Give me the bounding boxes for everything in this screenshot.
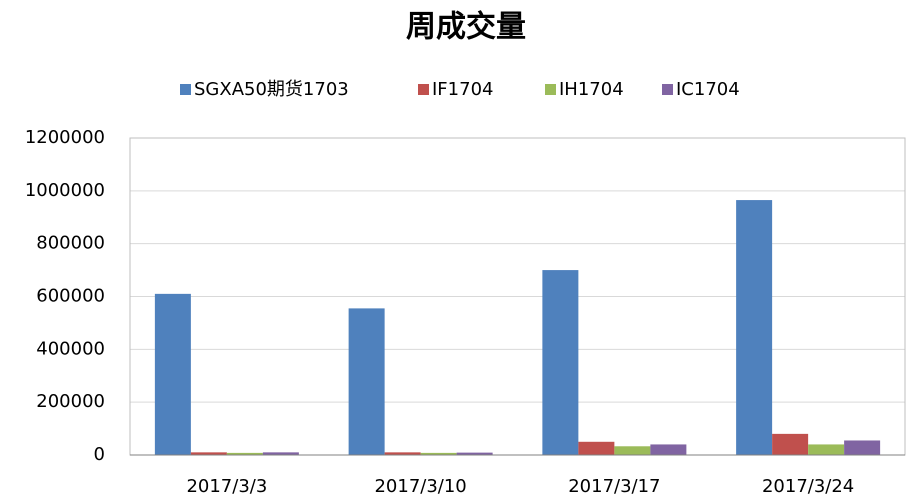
bar: [844, 440, 881, 455]
bar: [420, 452, 457, 455]
bar: [578, 441, 615, 455]
bar: [736, 200, 773, 455]
legend-label: IH1704: [559, 79, 624, 100]
bar: [542, 270, 579, 455]
x-tick-label: 2017/3/3: [186, 476, 267, 497]
x-tick-label: 2017/3/17: [568, 476, 660, 497]
bar: [190, 452, 227, 455]
y-tick-label: 600000: [36, 286, 105, 307]
bar: [650, 444, 687, 455]
legend-swatch: [545, 84, 556, 95]
bar: [808, 444, 845, 455]
y-tick-label: 1200000: [25, 127, 105, 148]
y-tick-label: 200000: [36, 391, 105, 412]
bar: [154, 293, 191, 455]
legend-label: IF1704: [432, 79, 493, 100]
legend-label: IC1704: [676, 79, 740, 100]
bar: [456, 452, 493, 455]
legend-swatch: [418, 84, 429, 95]
y-tick-label: 1000000: [25, 180, 105, 201]
legend-label: SGXA50期货1703: [194, 79, 349, 100]
y-tick-label: 800000: [36, 233, 105, 254]
bar: [262, 452, 299, 455]
bar: [348, 308, 385, 455]
y-tick-label: 0: [94, 444, 105, 465]
y-tick-label: 400000: [36, 338, 105, 359]
legend-swatch: [662, 84, 673, 95]
bar: [226, 452, 263, 455]
x-tick-label: 2017/3/24: [762, 476, 854, 497]
bar: [772, 433, 809, 455]
chart-title: 周成交量: [406, 10, 526, 45]
legend-swatch: [180, 84, 191, 95]
bar: [614, 446, 651, 455]
x-tick-label: 2017/3/10: [374, 476, 466, 497]
bar: [384, 452, 421, 455]
